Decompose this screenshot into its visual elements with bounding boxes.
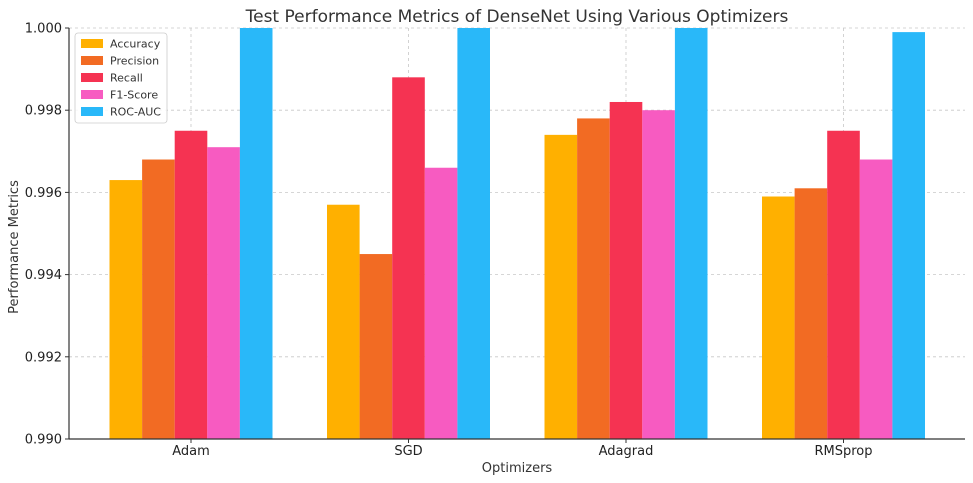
x-axis-label: Optimizers <box>482 461 553 476</box>
bar-accuracy-rmsprop <box>762 196 795 439</box>
bar-recall-sgd <box>392 77 425 439</box>
x-tick-label: Adam <box>172 444 210 459</box>
y-tick-label: 0.996 <box>25 186 62 201</box>
y-tick-label: 1.000 <box>25 22 62 37</box>
legend-swatch <box>81 56 103 65</box>
legend: Accuracy Precision Recall F1-Score ROC-AUC <box>74 32 168 124</box>
legend-label: F1-Score <box>110 89 158 102</box>
legend-label: Precision <box>110 55 159 68</box>
y-tick-label: 0.994 <box>25 268 62 283</box>
chart-title: Test Performance Metrics of DenseNet Usi… <box>245 7 789 27</box>
legend-swatch <box>81 107 103 116</box>
bar-recall-adagrad <box>609 101 643 439</box>
legend-label: Recall <box>110 72 143 85</box>
bar-f1-score-sgd <box>424 167 458 440</box>
legend-box <box>74 32 168 124</box>
y-axis-label: Performance Metrics <box>7 180 22 314</box>
legend-label: Accuracy <box>110 38 161 51</box>
bar-recall-adam <box>174 130 208 439</box>
bar-roc-auc-adam <box>239 28 273 439</box>
bar-precision-sgd <box>359 254 393 439</box>
bar-roc-auc-sgd <box>457 28 490 439</box>
x-tick-label: SGD <box>394 444 422 459</box>
bar-accuracy-adagrad <box>544 134 578 440</box>
bar-recall-rmsprop <box>827 130 860 439</box>
bar-precision-adam <box>142 159 175 439</box>
y-tick-label: 0.990 <box>25 433 62 448</box>
bar-roc-auc-rmsprop <box>892 32 925 440</box>
bar-accuracy-adam <box>109 180 143 439</box>
bar-f1-score-adagrad <box>642 110 675 439</box>
legend-swatch <box>81 73 103 82</box>
bar-f1-score-adam <box>207 147 240 439</box>
bar-precision-adagrad <box>577 118 610 440</box>
legend-swatch <box>81 39 103 48</box>
legend-label: ROC-AUC <box>110 106 161 119</box>
y-tick-labels: 0.990 0.992 0.994 0.996 0.998 1.000 <box>25 22 69 448</box>
y-tick-label: 0.992 <box>25 350 62 365</box>
x-tick-label: RMSprop <box>814 444 872 459</box>
y-tick-label: 0.998 <box>25 104 62 119</box>
bar-roc-auc-adagrad <box>674 28 708 439</box>
bar-precision-rmsprop <box>794 188 828 439</box>
axes <box>68 28 965 440</box>
bar-accuracy-sgd <box>327 204 360 439</box>
legend-swatch <box>81 90 103 99</box>
x-tick-label: Adagrad <box>599 444 654 459</box>
bar-f1-score-rmsprop <box>859 159 893 439</box>
x-tick-labels: Adam SGD Adagrad RMSprop <box>172 439 873 459</box>
bars <box>109 28 925 440</box>
